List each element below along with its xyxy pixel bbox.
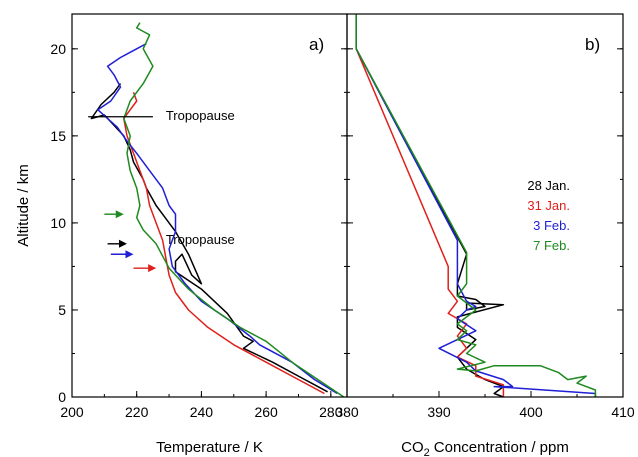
tropopause-annotation-upper: Tropopause [166, 108, 235, 123]
panel-a-x-tick-label: 260 [254, 404, 278, 420]
arrow-head-red [148, 264, 157, 273]
y-axis-label: Altitude / km [15, 164, 32, 247]
panel-a-x-tick-label: 200 [60, 404, 84, 420]
panel-b-x-tick-label: 400 [519, 404, 543, 420]
panel-a-series [90, 22, 345, 398]
legend-entry-green: 7 Feb. [533, 238, 570, 253]
legend-entry-blue: 3 Feb. [533, 218, 570, 233]
panel-a-y-tick-label: 0 [58, 389, 66, 405]
panel-a-x-axis-label: Temperature / K [156, 439, 263, 456]
panel-b-frame [346, 13, 624, 398]
panel-a-x-tick-label: 240 [190, 404, 214, 420]
arrow-head-blue [125, 250, 134, 259]
panel-b-series-black [355, 14, 505, 398]
panel-b-x-tick-label: 380 [335, 404, 359, 420]
panel-a-ticks: 200 220 240 260 280 0 5 10 15 20 [50, 41, 347, 420]
panel-a-y-tick-label: 15 [50, 128, 66, 144]
panel-a: Tropopause Tropopause 200 220 240 260 280 0 5 1… [15, 13, 348, 456]
panel-b-series-red [355, 48, 505, 397]
panel-b-x-tick-label: 390 [427, 404, 451, 420]
co2-base: CO [401, 439, 424, 456]
panel-a-series-blue [97, 42, 338, 395]
panel-a-label: a) [309, 35, 324, 54]
panel-a-y-tick-label: 5 [58, 302, 66, 318]
panel-b-label: b) [585, 35, 600, 54]
panel-b-x-tick-label: 410 [611, 404, 635, 420]
panel-b-series-blue [355, 48, 597, 397]
panel-a-y-tick-label: 20 [50, 41, 66, 57]
legend-entry-black: 28 Jan. [527, 178, 570, 193]
panel-b: 380 390 400 410 b) CO2 Concentration / ppm 2… [335, 13, 635, 457]
arrow-head-green [115, 210, 124, 219]
panel-b-x-axis-label: CO2 Concentration / ppm [401, 439, 569, 457]
legend-entry-red: 31 Jan. [527, 198, 570, 213]
panel-a-x-tick-label: 220 [125, 404, 149, 420]
panel-a-series-green [123, 22, 345, 398]
panel-b-series [355, 14, 597, 398]
legend: 28 Jan. 31 Jan. 3 Feb. 7 Feb. [527, 178, 570, 253]
panel-a-y-tick-label: 10 [50, 215, 66, 231]
arrow-head-black [119, 239, 127, 248]
panel-a-frame [71, 13, 348, 398]
concentration-label: Concentration / ppm [434, 439, 569, 456]
panel-b-series-green [355, 14, 597, 397]
panel-a-annotations: Tropopause Tropopause [88, 108, 235, 273]
panel-a-arrows [104, 210, 157, 273]
tropopause-annotation-lower: Tropopause [166, 232, 235, 247]
panel-a-x-tick-label: 280 [319, 404, 343, 420]
co2-subscript: 2 [424, 447, 430, 457]
